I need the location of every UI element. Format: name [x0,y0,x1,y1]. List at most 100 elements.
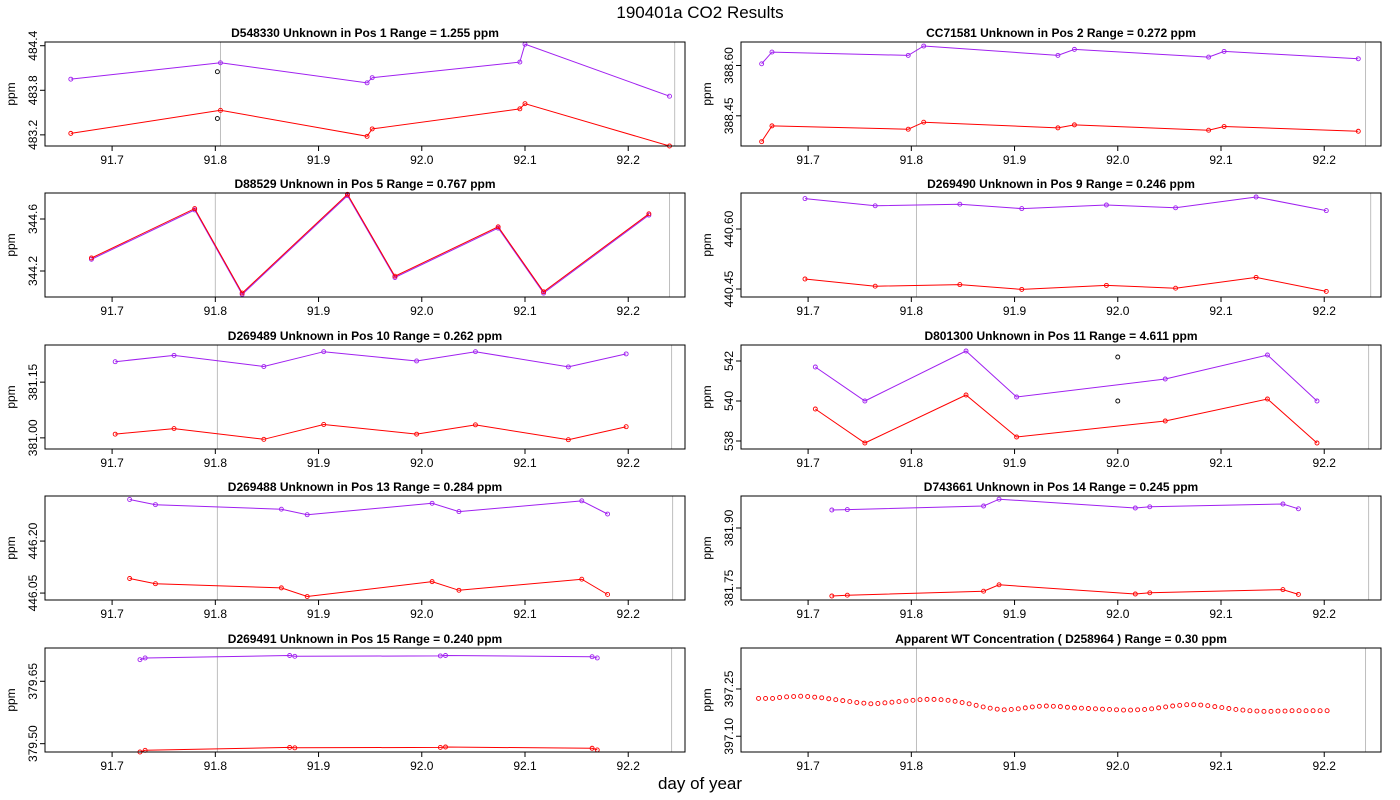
x-tick-label: 92.1 [513,759,537,773]
x-tick-label: 91.9 [1003,153,1027,167]
panel-frame [44,192,686,298]
wt-point [770,695,776,701]
x-tick-label: 92.1 [1209,153,1233,167]
wt-point [917,697,923,703]
wt-point [1057,704,1063,710]
wt-point [1191,702,1197,708]
wt-point [1240,707,1246,713]
y-axis-label: ppm [4,82,18,105]
data-point-lower [304,594,310,599]
panel-frame [740,41,1382,147]
wt-point [1254,708,1260,714]
data-point-upper [1132,505,1138,511]
panel-4: D269490 Unknown in Pos 9 Range = 0.246 p… [700,177,1382,318]
data-point-lower [1280,587,1286,593]
x-tick-label: 92.2 [617,759,641,773]
wt-point [959,700,965,705]
data-point-lower [89,255,94,261]
data-point-upper [1253,194,1259,200]
data-point-upper [802,196,808,202]
y-axis-label: ppm [700,688,714,711]
y-axis-label: ppm [4,536,18,559]
panel-7: D269488 Unknown in Pos 13 Range = 0.284 … [4,480,686,621]
series-line-upper [761,45,1359,65]
x-tick-label: 91.7 [100,759,124,773]
panel-frame [740,192,1382,298]
x-tick-label: 91.9 [307,759,331,773]
wt-point [868,701,874,707]
data-point-upper [1173,205,1179,211]
wt-point [945,697,951,703]
y-tick-label: 379.50 [26,725,40,762]
data-point-lower [369,126,375,132]
figure-xlabel: day of year [657,774,743,793]
data-point-lower [1323,288,1329,294]
y-tick-label: 540 [722,391,736,411]
data-point-lower [579,576,585,582]
data-point-upper [957,201,963,207]
data-point-upper [517,59,523,65]
data-point-lower [1014,434,1020,440]
data-point-upper [443,653,448,658]
wt-point [1029,704,1035,710]
panel-frame [44,495,686,601]
series-line-upper [70,43,670,97]
data-point-upper [623,351,629,357]
wt-point [833,697,839,703]
x-tick-label: 91.7 [796,153,820,167]
wt-point [1317,708,1323,714]
wt-point [1135,707,1141,713]
wt-point [1015,706,1021,712]
wt-point [1050,703,1056,709]
data-point-upper [594,655,600,661]
wt-point [1043,703,1049,709]
data-point-upper [364,80,370,86]
wt-point [1303,708,1309,714]
wt-point [896,699,902,705]
y-axis-label: ppm [4,688,18,711]
panel-frame [44,647,686,753]
x-tick-label: 92.0 [1106,304,1130,318]
reference-point [1115,398,1121,404]
wt-point [1022,705,1028,711]
x-tick-label: 92.0 [1106,759,1130,773]
series-line-lower [831,584,1299,597]
data-point-upper [963,348,969,354]
wt-point [882,700,888,706]
data-point-upper [153,502,158,508]
data-point-lower [862,440,868,446]
series-line-upper [804,196,1327,212]
y-tick-label: 381.15 [26,363,40,400]
wt-point [980,704,986,710]
data-point-lower [456,587,462,593]
data-point-upper [1355,56,1361,62]
wt-point [931,696,937,702]
wt-point [1310,708,1316,714]
x-tick-label: 91.7 [796,759,820,773]
data-point-upper [1314,398,1320,404]
x-tick-label: 92.1 [513,607,537,621]
wt-point [784,694,790,700]
wt-point [812,694,818,700]
data-point-upper [1162,376,1168,382]
wt-point [1261,708,1267,714]
data-point-lower [844,592,850,598]
series-line-upper [129,499,608,516]
data-point-lower [127,576,133,581]
x-tick-label: 92.1 [1209,607,1233,621]
wt-point [952,698,958,704]
x-tick-label: 91.7 [100,153,124,167]
wt-point [1282,708,1288,714]
x-tick-label: 92.2 [617,304,641,318]
x-tick-label: 92.1 [1209,304,1233,318]
data-point-upper [112,359,118,365]
data-point-lower [364,133,370,139]
data-point-upper [829,507,835,513]
data-point-lower [759,139,765,145]
x-tick-label: 91.8 [204,153,228,167]
series-line-lower [761,121,1359,142]
x-tick-label: 91.9 [307,456,331,470]
y-tick-label: 344.2 [26,256,40,286]
x-tick-label: 92.2 [1313,304,1337,318]
data-point-upper [218,60,223,66]
